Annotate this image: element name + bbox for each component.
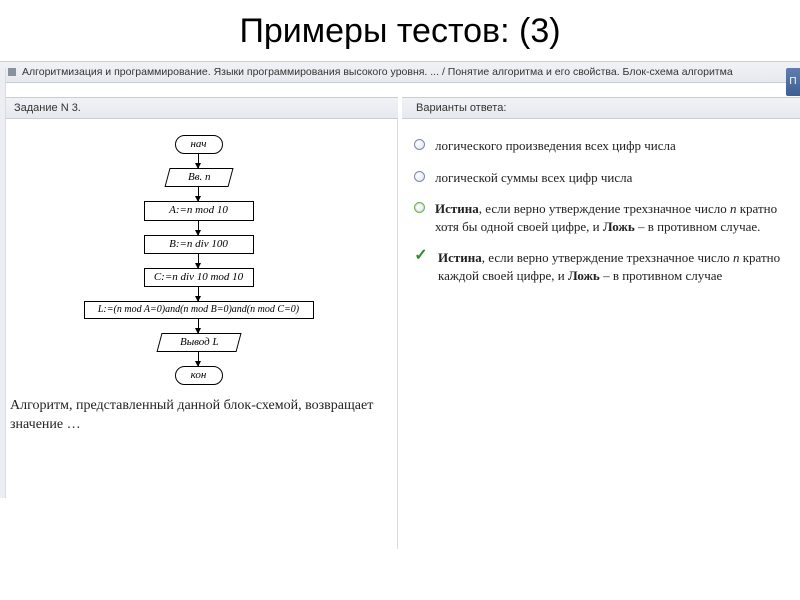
arrow <box>198 352 199 366</box>
arrow <box>198 319 199 333</box>
node-p1: A:=n mod 10 <box>144 201 254 220</box>
slide-title: Примеры тестов: (3) <box>0 0 800 61</box>
arrow <box>198 187 199 201</box>
answer-option-2[interactable]: логической суммы всех цифр числа <box>414 169 782 187</box>
check-icon: ✓ <box>414 249 428 263</box>
sub-header-row: Задание N 3. Варианты ответа: <box>0 97 800 119</box>
answers-header-text: Варианты ответа: <box>416 102 506 114</box>
arrow <box>198 287 199 301</box>
task-header: Задание N 3. <box>0 97 398 119</box>
answer-option-1[interactable]: логического произведения всех цифр числа <box>414 137 782 155</box>
node-p2: B:=n div 100 <box>144 235 254 254</box>
answers-header: Варианты ответа: <box>402 97 800 119</box>
breadcrumb-icon <box>8 68 16 76</box>
answer-option-4[interactable]: ✓ Истина, если верно утверждение трехзнач… <box>414 249 782 284</box>
breadcrumb-text: Алгоритмизация и программирование. Языки… <box>22 66 733 78</box>
flowchart: нач Вв. n A:=n mod 10 B:=n div 100 C:=n … <box>79 135 319 385</box>
answer-text: Истина, если верно утверждение трехзначн… <box>438 249 782 284</box>
node-p3: C:=n div 10 mod 10 <box>144 268 254 287</box>
answer-text: логического произведения всех цифр числа <box>435 137 676 155</box>
node-output: Вывод L <box>156 333 241 352</box>
task-caption: Алгоритм, представленный данной блок-схе… <box>10 397 387 435</box>
node-start: нач <box>175 135 223 154</box>
node-end: кон <box>175 366 223 385</box>
pane-flowchart: нач Вв. n A:=n mod 10 B:=n div 100 C:=n … <box>0 119 398 549</box>
node-p4: L:=(n mod A=0)and(n mod B=0)and(n mod C=… <box>84 301 314 319</box>
node-input: Вв. n <box>164 168 233 187</box>
answer-text: Истина, если верно утверждение трехзначн… <box>435 200 782 235</box>
arrow <box>198 254 199 268</box>
radio-icon[interactable] <box>414 139 425 150</box>
content-row: нач Вв. n A:=n mod 10 B:=n div 100 C:=n … <box>0 119 800 549</box>
answer-option-3[interactable]: Истина, если верно утверждение трехзначн… <box>414 200 782 235</box>
radio-icon[interactable] <box>414 171 425 182</box>
arrow <box>198 154 199 168</box>
answer-text: логической суммы всех цифр числа <box>435 169 632 187</box>
task-header-text: Задание N 3. <box>14 102 81 114</box>
right-edge-tab[interactable]: П <box>786 68 800 96</box>
breadcrumb: Алгоритмизация и программирование. Языки… <box>0 61 800 83</box>
arrow <box>198 221 199 235</box>
pane-answers: логического произведения всех цифр числа… <box>398 119 796 549</box>
radio-icon[interactable] <box>414 202 425 213</box>
